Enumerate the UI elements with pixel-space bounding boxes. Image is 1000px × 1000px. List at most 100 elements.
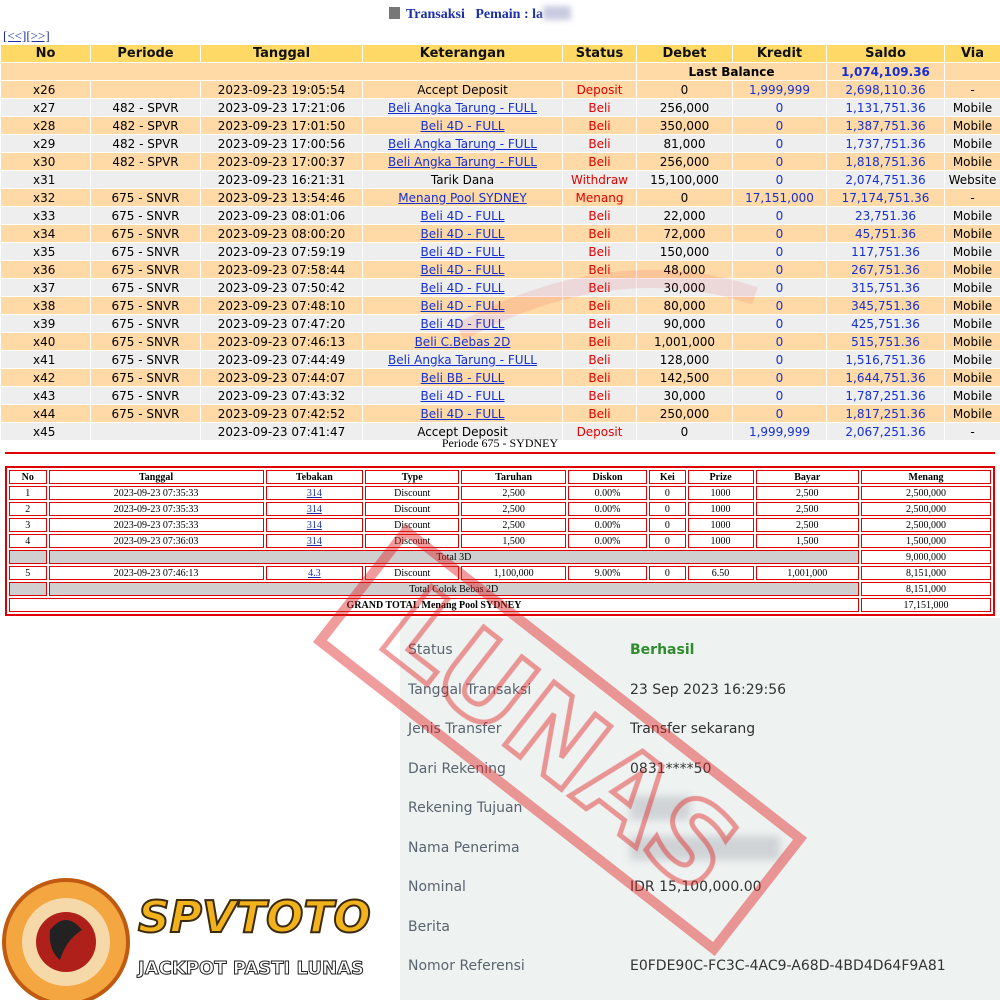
cell: 0 (636, 80, 733, 99)
cell: 2,500 (461, 486, 566, 500)
cell: 142,500 (636, 368, 733, 387)
cell: 2023-09-23 07:48:10 (200, 296, 363, 315)
cell: 0 (636, 422, 733, 441)
cell: 0.00% (567, 534, 648, 548)
cell: 1,818,751.36 (826, 152, 945, 171)
column-header: Tanggal (200, 44, 363, 63)
description-link[interactable]: Beli 4D - FULL (420, 226, 505, 241)
cell: x26 (0, 80, 91, 99)
cell: 2,500,000 (861, 518, 991, 532)
logo-brand: SPVTOTO (138, 892, 371, 943)
cell: 0 (732, 260, 827, 279)
guess-link[interactable]: 314 (306, 535, 322, 547)
transaction-row: x43 675 - SNVR 2023-09-23 07:43:32 Beli 4D … (0, 386, 1000, 405)
transaction-row: x34 675 - SNVR 2023-09-23 08:00:20 Beli 4D … (0, 224, 1000, 243)
cell: x36 (0, 260, 91, 279)
description-link[interactable]: Beli 4D - FULL (420, 316, 505, 331)
guess-link[interactable]: 4.3 (308, 567, 321, 579)
column-header: Type (365, 470, 460, 484)
cell: Mobile (944, 116, 1000, 135)
cell: 4.3 (265, 566, 364, 580)
cell (90, 170, 201, 189)
cell: 0 (732, 98, 827, 117)
description-link[interactable]: Beli Angka Tarung - FULL (388, 100, 537, 115)
guess-link[interactable]: 314 (306, 503, 322, 515)
cell: Accept Deposit (362, 422, 563, 441)
transaction-table: No Periode Tanggal Keterangan Status Debet Kre… (0, 44, 1000, 441)
cell: 2023-09-23 07:35:33 (48, 486, 264, 500)
cell: 675 - SNVR (90, 296, 201, 315)
description-link[interactable]: Beli Angka Tarung - FULL (388, 154, 537, 169)
receipt-row: Jenis Transfer Transfer sekarang (408, 721, 998, 741)
guess-link[interactable]: 314 (306, 519, 322, 531)
cell: 675 - SNVR (90, 386, 201, 405)
cell: Beli (562, 404, 637, 423)
nav-next[interactable]: [>>] (26, 28, 50, 43)
header-row: No Periode Tanggal Keterangan Status Debet Kre… (0, 44, 1000, 63)
cell: 1,737,751.36 (826, 134, 945, 153)
cell: 1,644,751.36 (826, 368, 945, 387)
cell: 675 - SNVR (90, 404, 201, 423)
cell: 2023-09-23 07:35:33 (48, 502, 264, 516)
column-header: Debet (636, 44, 733, 63)
description-link[interactable]: Beli 4D - FULL (420, 262, 505, 277)
cell: x45 (0, 422, 91, 441)
divider (5, 452, 995, 454)
grand-total-label: GRAND TOTAL Menang Pool SYDNEY (9, 598, 860, 612)
cell: 2023-09-23 17:00:56 (200, 134, 363, 153)
description-link[interactable]: Menang Pool SYDNEY (398, 190, 527, 205)
description-link[interactable]: Beli 4D - FULL (420, 298, 505, 313)
cell: Menang (562, 188, 637, 207)
header: Transaksi Pemain : la (0, 6, 960, 23)
cell: 675 - SNVR (90, 368, 201, 387)
description-link[interactable]: Beli 4D - FULL (420, 388, 505, 403)
cell: 1,001,000 (636, 332, 733, 351)
description-link[interactable]: Beli 4D - FULL (420, 280, 505, 295)
cell: 0 (732, 278, 827, 297)
cell: 2023-09-23 08:00:20 (200, 224, 363, 243)
receipt-label: Nominal (408, 879, 466, 895)
description-link[interactable]: Beli 4D - FULL (420, 118, 505, 133)
cell: x34 (0, 224, 91, 243)
cell: 0 (732, 116, 827, 135)
description-link[interactable]: Beli C.Bebas 2D (414, 334, 511, 349)
description-link[interactable]: Beli 4D - FULL (420, 244, 505, 259)
description-link[interactable]: Beli BB - FULL (420, 370, 505, 385)
cell: 2023-09-23 07:47:20 (200, 314, 363, 333)
description-link[interactable]: Beli Angka Tarung - FULL (388, 352, 537, 367)
cell: 0 (732, 368, 827, 387)
receipt-label: Dari Rekening (408, 760, 506, 777)
cell: Beli (562, 296, 637, 315)
description-link[interactable]: Beli 4D - FULL (420, 208, 505, 223)
cell: 2023-09-23 17:00:37 (200, 152, 363, 171)
bet-row: 1 2023-09-23 07:35:33 314 Discount 2,500 0.00… (9, 486, 991, 500)
description-link[interactable]: Beli Angka Tarung - FULL (388, 136, 537, 151)
cell: Beli (562, 242, 637, 261)
bet-row: 4 2023-09-23 07:36:03 314 Discount 1,500 0.00… (9, 534, 991, 548)
cell: 0 (732, 152, 827, 171)
cell: Beli C.Bebas 2D (362, 332, 563, 351)
table-body: Last Balance 1,074,109.36 x26 2023-09-23 … (0, 62, 1000, 441)
description-link[interactable]: Beli 4D - FULL (420, 406, 505, 421)
last-balance-row: Last Balance 1,074,109.36 (0, 62, 1000, 81)
cell: 0 (732, 206, 827, 225)
receipt-label: Tanggal Transaksi (408, 681, 532, 698)
cell: 675 - SNVR (90, 332, 201, 351)
cell: 0 (649, 486, 686, 500)
cell: Beli 4D - FULL (362, 224, 563, 243)
cell: Mobile (944, 98, 1000, 117)
guess-link[interactable]: 314 (306, 487, 322, 499)
cell: 482 - SPVR (90, 134, 201, 153)
nav-prev[interactable]: [<<] (3, 28, 27, 43)
cell: 2,500,000 (861, 502, 991, 516)
cell: 2023-09-23 07:36:03 (48, 534, 264, 548)
cell: 675 - SNVR (90, 314, 201, 333)
cell: Discount (365, 534, 460, 548)
receipt-label: Nama Penerima (408, 839, 520, 856)
cell: 675 - SNVR (90, 188, 201, 207)
cell: 0 (649, 566, 686, 580)
cell: 2023-09-23 07:41:47 (200, 422, 363, 441)
cell: 2,698,110.36 (826, 80, 945, 99)
cell: 4 (9, 534, 47, 548)
cell: Mobile (944, 224, 1000, 243)
